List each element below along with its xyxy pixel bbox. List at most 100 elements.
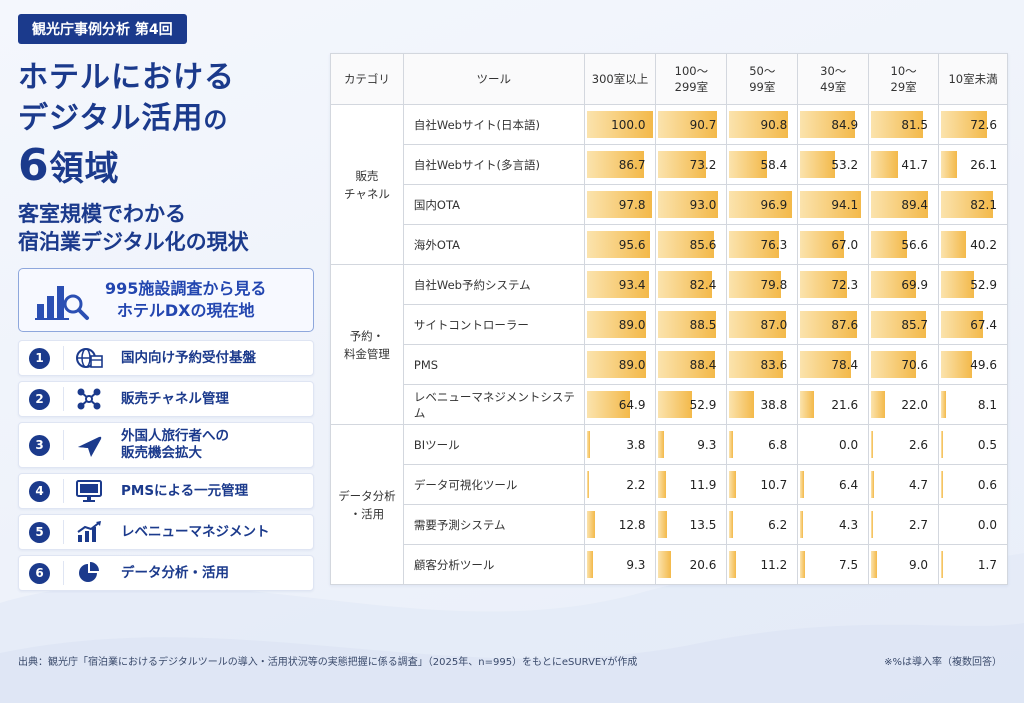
subtitle-line-2: 宿泊業デジタル化の現状: [18, 230, 249, 254]
rate-cell: 72.3: [797, 264, 870, 305]
rate-bar: [658, 271, 713, 298]
rate-bar: [871, 551, 878, 578]
title-line-3: 6領域: [18, 141, 314, 194]
title-line-2-main: デジタル活用: [18, 101, 204, 136]
rate-value: 8.1: [977, 397, 997, 412]
rate-bar: [729, 311, 787, 338]
rate-bar: [586, 271, 649, 298]
rate-value: 20.6: [689, 557, 717, 572]
rate-cell: 73.2: [655, 144, 728, 185]
rate-cell: 67.0: [797, 224, 870, 265]
rate-cell: 8.1: [938, 384, 1008, 425]
rate-bar: [586, 351, 646, 378]
header-size-4: 30〜 49室: [797, 53, 870, 105]
rate-cell: 67.4: [938, 304, 1008, 345]
area-label-line: 販売チャネル管理: [121, 390, 229, 407]
header-size-line: 99室: [749, 80, 776, 94]
rate-bar: [729, 351, 784, 378]
table-row: 国内OTA 97.8 93.0 96.9 94.1 89.4 82.1: [331, 184, 1008, 225]
rate-value: 73.2: [689, 157, 717, 172]
rate-cell: 0.5: [938, 424, 1008, 465]
tool-name: 顧客分析ツール: [402, 544, 585, 585]
category-line: 販売: [355, 168, 379, 183]
rate-value: 52.9: [689, 397, 717, 412]
area-number: 1: [29, 347, 50, 369]
table-row: 販売 チャネル 自社Webサイト(日本語) 100.0 90.7 90.8 84.9 81.5…: [330, 104, 1008, 265]
rate-bar: [729, 511, 734, 538]
rate-cell: 0.6: [938, 464, 1008, 505]
rate-cell: 9.0: [868, 544, 940, 585]
area-item-3: 3 外国人旅行者への 販売機会拡大: [18, 422, 314, 468]
rate-bar: [871, 231, 908, 258]
rate-cell: 76.3: [726, 224, 799, 265]
rate-value: 1.7: [977, 557, 997, 572]
category-line: チャネル: [344, 186, 390, 201]
rate-cell: 89.0: [583, 344, 657, 385]
rate-value: 89.0: [618, 317, 646, 332]
rate-cell: 94.1: [797, 184, 870, 225]
rate-value: 9.3: [697, 437, 717, 452]
rate-value: 7.5: [839, 557, 859, 572]
rate-bar: [871, 511, 874, 538]
survey-box-text: 995施設調査から見る ホテルDXの現在地: [105, 278, 266, 322]
header-size-line: 29室: [890, 80, 917, 94]
rate-cell: 95.6: [583, 224, 657, 265]
tool-name: サイトコントローラー: [402, 304, 585, 345]
rate-bar: [941, 231, 967, 258]
table-body: 販売 チャネル 自社Webサイト(日本語) 100.0 90.7 90.8 84.9 81.5…: [330, 104, 1008, 585]
category-line: 料金管理: [343, 346, 390, 361]
trend-chart-icon: [75, 520, 103, 544]
rate-cell: 89.0: [583, 304, 657, 345]
rate-value: 4.3: [839, 517, 859, 532]
rate-cell: 52.9: [655, 384, 728, 425]
header-size-2: 100〜 299室: [655, 53, 728, 105]
table-row: PMS 89.0 88.4 83.6 78.4 70.6 49.6: [331, 344, 1008, 385]
area-label-line: 国内向け予約受付基盤: [121, 349, 256, 366]
header-size-line: 100〜: [674, 64, 709, 78]
rate-cell: 4.3: [797, 504, 870, 545]
unit-note: ※%は導入率（複数回答）: [884, 657, 1002, 668]
title-number: 6: [18, 140, 50, 191]
rate-bar: [586, 551, 593, 578]
rate-value: 40.2: [970, 237, 997, 252]
header-size-line: 30〜: [820, 64, 847, 78]
tool-name: 自社Web予約システム: [402, 264, 585, 305]
rate-value: 87.0: [760, 317, 788, 332]
tool-name: PMS: [402, 344, 585, 385]
title-line-3-rest: 領域: [49, 149, 120, 189]
rate-bar: [658, 431, 665, 458]
rate-bar: [941, 311, 984, 338]
rate-cell: 3.8: [583, 424, 657, 465]
rate-bar: [871, 391, 886, 418]
subtitle-line-1: 客室規模でわかる: [18, 202, 186, 226]
rate-cell: 90.8: [726, 104, 799, 145]
rate-bar: [586, 311, 646, 338]
rate-cell: 97.8: [583, 184, 657, 225]
rate-cell: 87.6: [797, 304, 870, 345]
rate-value: 52.9: [970, 277, 997, 292]
tool-name: レベニューマネジメントシステム: [402, 384, 585, 425]
rate-bar: [871, 431, 874, 458]
rate-cell: 12.8: [583, 504, 657, 545]
rate-value: 22.0: [901, 397, 929, 412]
rate-value: 41.7: [901, 157, 929, 172]
bar-chart-magnifier-icon: [35, 286, 89, 320]
rate-cell: 81.5: [868, 104, 940, 145]
rate-value: 3.8: [626, 437, 646, 452]
area-item-4: 4 PMSによる一元管理: [18, 473, 314, 509]
rate-bar: [871, 111, 924, 138]
rate-value: 4.7: [908, 477, 929, 492]
tool-name: BIツール: [402, 424, 585, 465]
rate-bar: [729, 151, 768, 178]
rate-value: 88.4: [689, 357, 717, 372]
rate-cell: 0.0: [797, 424, 870, 465]
area-item-2: 2 販売チャネル管理: [18, 381, 314, 417]
rate-cell: 83.6: [726, 344, 799, 385]
rate-bar: [586, 231, 650, 258]
rate-value: 64.9: [618, 397, 646, 412]
rate-bar: [800, 391, 815, 418]
rate-bar: [658, 231, 715, 258]
rate-cell: 6.2: [726, 504, 799, 545]
rate-bar: [800, 551, 806, 578]
rate-value: 2.6: [908, 437, 929, 452]
